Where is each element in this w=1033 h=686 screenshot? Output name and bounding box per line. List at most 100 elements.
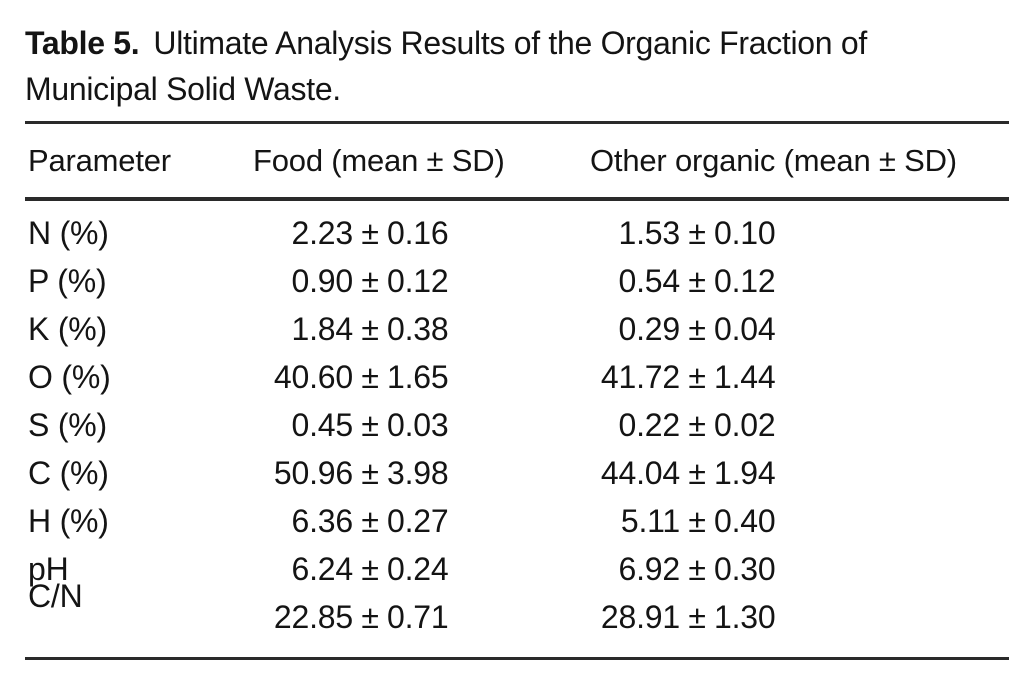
mean-value: 28.91 bbox=[600, 598, 680, 635]
sd-value: 0.16 bbox=[387, 214, 449, 251]
table-caption: Table 5. Ultimate Analysis Results of the… bbox=[25, 20, 1005, 112]
mean-value: 0.29 bbox=[618, 310, 681, 347]
table-rule-bottom bbox=[25, 657, 1009, 660]
sd-value: 0.03 bbox=[387, 406, 449, 443]
food-value-cell: 6.24 ± 0.24 bbox=[253, 551, 590, 588]
plus-minus-sign: ± bbox=[361, 262, 379, 299]
food-value-cell: 1.84 ± 0.38 bbox=[253, 311, 590, 348]
parameter-cell: C (%) bbox=[28, 454, 109, 491]
plus-minus-sign: ± bbox=[688, 598, 706, 635]
mean-value: 0.45 bbox=[291, 406, 354, 443]
mean-value: 0.90 bbox=[291, 262, 354, 299]
table-row: C/N 22.85 ± 0.71 28.91 ± 1.30 bbox=[25, 578, 1009, 641]
sd-value: 0.27 bbox=[387, 502, 449, 539]
sd-value: 1.30 bbox=[714, 598, 776, 635]
plus-minus-sign: ± bbox=[688, 310, 706, 347]
table-rule-header bbox=[25, 197, 1009, 201]
plus-minus-sign: ± bbox=[361, 358, 379, 395]
sd-value: 0.12 bbox=[714, 262, 776, 299]
mean-value: 2.23 bbox=[291, 214, 354, 251]
parameter-cell: N (%) bbox=[28, 214, 109, 251]
sd-value: 0.02 bbox=[714, 406, 776, 443]
column-header-other-organic: Other organic (mean ± SD) bbox=[590, 142, 957, 178]
other-value-cell: 44.04 ± 1.94 bbox=[590, 455, 1009, 492]
mean-value: 6.92 bbox=[618, 550, 681, 587]
table-row: H (%) 6.36 ± 0.27 5.11 ± 0.40 bbox=[25, 497, 1009, 545]
sd-value: 0.30 bbox=[714, 550, 776, 587]
table-row: O (%) 40.60 ± 1.65 41.72 ± 1.44 bbox=[25, 353, 1009, 401]
mean-value: 22.85 bbox=[273, 598, 353, 635]
plus-minus-sign: ± bbox=[361, 454, 379, 491]
plus-minus-sign: ± bbox=[688, 358, 706, 395]
caption-label: Table 5. bbox=[25, 25, 140, 61]
food-value-cell: 22.85 ± 0.71 bbox=[253, 599, 590, 636]
table-row: C (%) 50.96 ± 3.98 44.04 ± 1.94 bbox=[25, 449, 1009, 497]
table-row: S (%) 0.45 ± 0.03 0.22 ± 0.02 bbox=[25, 401, 1009, 449]
sd-value: 0.71 bbox=[387, 598, 449, 635]
sd-value: 0.04 bbox=[714, 310, 776, 347]
table-body: N (%) 2.23 ± 0.16 1.53 ± 0.10 P (%) 0.90… bbox=[25, 201, 1009, 657]
mean-value: 5.11 bbox=[620, 502, 680, 539]
food-value-cell: 40.60 ± 1.65 bbox=[253, 359, 590, 396]
table-row: P (%) 0.90 ± 0.12 0.54 ± 0.12 bbox=[25, 257, 1009, 305]
plus-minus-sign: ± bbox=[361, 310, 379, 347]
other-value-cell: 0.54 ± 0.12 bbox=[590, 263, 1009, 300]
other-value-cell: 0.22 ± 0.02 bbox=[590, 407, 1009, 444]
mean-value: 6.36 bbox=[291, 502, 354, 539]
plus-minus-sign: ± bbox=[688, 502, 706, 539]
table-row: K (%) 1.84 ± 0.38 0.29 ± 0.04 bbox=[25, 305, 1009, 353]
mean-value: 0.22 bbox=[618, 406, 681, 443]
caption-text: Ultimate Analysis Results of the Organic… bbox=[25, 25, 867, 107]
sd-value: 0.12 bbox=[387, 262, 449, 299]
sd-value: 0.24 bbox=[387, 550, 449, 587]
column-header-food: Food (mean ± SD) bbox=[253, 142, 505, 178]
other-value-cell: 1.53 ± 0.10 bbox=[590, 215, 1009, 252]
other-value-cell: 28.91 ± 1.30 bbox=[590, 599, 1009, 636]
other-value-cell: 41.72 ± 1.44 bbox=[590, 359, 1009, 396]
table-row: N (%) 2.23 ± 0.16 1.53 ± 0.10 bbox=[25, 209, 1009, 257]
sd-value: 1.44 bbox=[714, 358, 776, 395]
plus-minus-sign: ± bbox=[361, 550, 379, 587]
parameter-cell: C/N bbox=[28, 577, 83, 614]
sd-value: 0.38 bbox=[387, 310, 449, 347]
mean-value: 0.54 bbox=[618, 262, 681, 299]
plus-minus-sign: ± bbox=[361, 502, 379, 539]
mean-value: 50.96 bbox=[273, 454, 353, 491]
column-header-parameter: Parameter bbox=[28, 142, 171, 178]
table-rule-top bbox=[25, 121, 1009, 124]
food-value-cell: 50.96 ± 3.98 bbox=[253, 455, 590, 492]
plus-minus-sign: ± bbox=[688, 406, 706, 443]
parameter-cell: H (%) bbox=[28, 502, 109, 539]
table-row: pH 6.24 ± 0.24 6.92 ± 0.30 bbox=[25, 545, 1009, 593]
parameter-cell: P (%) bbox=[28, 262, 107, 299]
food-value-cell: 6.36 ± 0.27 bbox=[253, 503, 590, 540]
plus-minus-sign: ± bbox=[688, 454, 706, 491]
parameter-cell: S (%) bbox=[28, 406, 108, 443]
sd-value: 3.98 bbox=[387, 454, 449, 491]
parameter-cell: pH bbox=[28, 550, 69, 587]
plus-minus-sign: ± bbox=[688, 214, 706, 251]
food-value-cell: 0.90 ± 0.12 bbox=[253, 263, 590, 300]
mean-value: 44.04 bbox=[600, 454, 680, 491]
other-value-cell: 0.29 ± 0.04 bbox=[590, 311, 1009, 348]
plus-minus-sign: ± bbox=[688, 550, 706, 587]
sd-value: 0.40 bbox=[714, 502, 776, 539]
sd-value: 1.65 bbox=[387, 358, 449, 395]
table-header-row: Parameter Food (mean ± SD) Other organic… bbox=[25, 124, 1009, 197]
mean-value: 41.72 bbox=[600, 358, 680, 395]
other-value-cell: 5.11 ± 0.40 bbox=[590, 503, 1009, 540]
other-value-cell: 6.92 ± 0.30 bbox=[590, 551, 1009, 588]
mean-value: 6.24 bbox=[291, 550, 354, 587]
plus-minus-sign: ± bbox=[688, 262, 706, 299]
mean-value: 1.53 bbox=[618, 214, 681, 251]
plus-minus-sign: ± bbox=[361, 406, 379, 443]
parameter-cell: O (%) bbox=[28, 358, 111, 395]
plus-minus-sign: ± bbox=[361, 598, 379, 635]
table-figure: Table 5. Ultimate Analysis Results of the… bbox=[25, 20, 1009, 660]
plus-minus-sign: ± bbox=[361, 214, 379, 251]
food-value-cell: 2.23 ± 0.16 bbox=[253, 215, 590, 252]
mean-value: 1.84 bbox=[291, 310, 354, 347]
sd-value: 1.94 bbox=[714, 454, 776, 491]
mean-value: 40.60 bbox=[273, 358, 353, 395]
